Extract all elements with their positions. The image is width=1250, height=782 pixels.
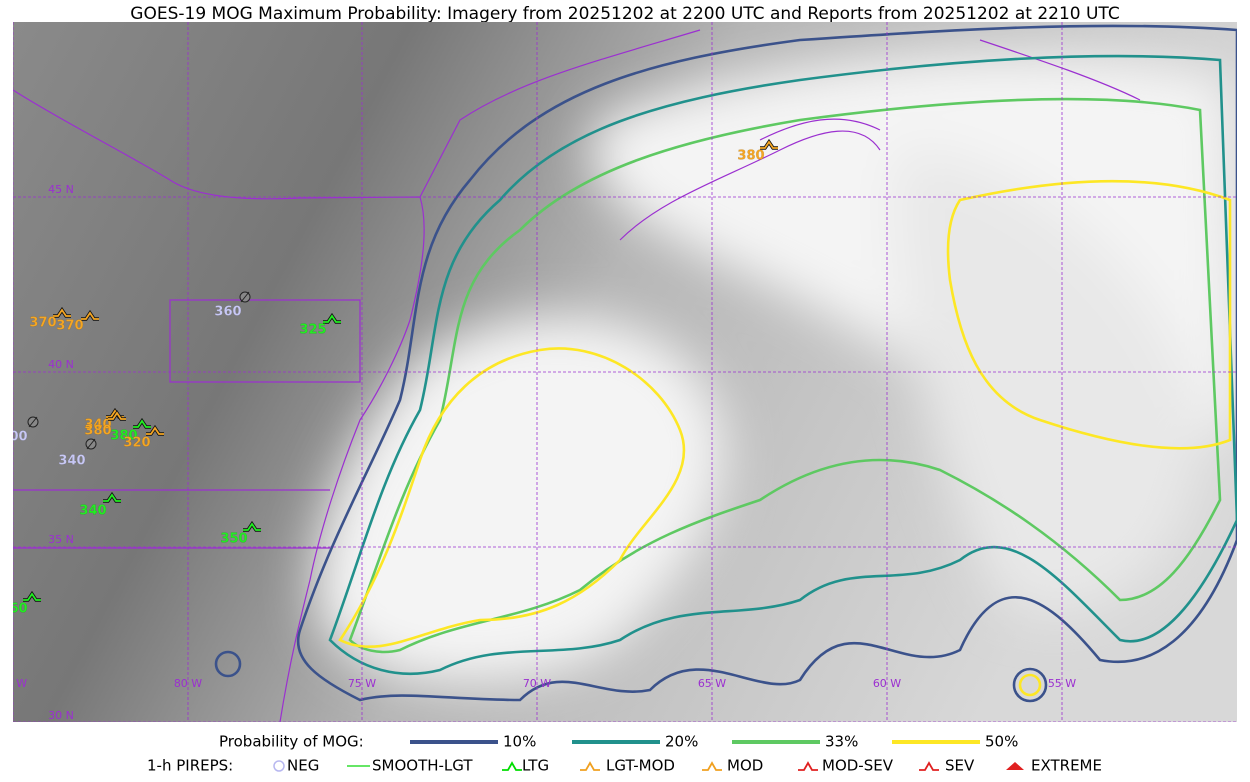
legend-label: NEG	[287, 757, 319, 775]
contours	[214, 24, 1237, 703]
legend-label: 50%	[985, 733, 1018, 751]
pirep-label: 340	[58, 454, 85, 469]
longitude-label: 65 W	[698, 677, 726, 690]
map: 85 W 80 W 75 W 70 W 65 W 60 W 55 W 45 N 40 N 35 N…	[0, 22, 1237, 722]
longitude-label: 80 W	[174, 677, 202, 690]
legend-label: SEV	[945, 757, 975, 775]
pirep-label: 340	[79, 504, 106, 519]
longitude-labels: 85 W 80 W 75 W 70 W 65 W 60 W 55 W 45 N 40 N 35 N…	[0, 183, 1076, 722]
pirep-label: 340	[84, 418, 111, 433]
pirep-icon	[760, 140, 778, 149]
pirep-label: 370	[29, 316, 56, 331]
pirep-label: 380	[110, 429, 137, 444]
pirep-label: 360	[214, 305, 241, 320]
pirep-icon	[108, 411, 126, 420]
graticule	[13, 22, 1237, 722]
legend-label: EXTREME	[1031, 757, 1102, 775]
pirep-label: 400	[0, 430, 27, 445]
coastline	[13, 89, 425, 722]
pirep-label: 380	[737, 149, 764, 164]
legend-icon	[580, 761, 600, 771]
pirep-icon	[243, 522, 261, 531]
legend-pireps-title: 1-h PIREPS:	[147, 757, 233, 775]
legend-icon	[919, 761, 939, 771]
pirep-label: 350	[220, 532, 247, 547]
legend-icon	[1006, 762, 1024, 770]
longitude-label: 55 W	[1048, 677, 1076, 690]
longitude-label: 75 W	[348, 677, 376, 690]
pirep-icon	[53, 308, 71, 317]
longitude-label: 85 W	[0, 677, 27, 690]
legend-label: MOD-SEV	[822, 757, 894, 775]
pirep-icon	[28, 416, 38, 428]
legend-label: 20%	[665, 733, 698, 751]
coastline-east	[619, 39, 1141, 241]
legend-label: LTG	[522, 757, 549, 775]
latitude-label: 30 N	[48, 709, 74, 722]
longitude-label: 70 W	[523, 677, 551, 690]
pirep-icon	[240, 291, 250, 303]
pirep-icon	[86, 438, 96, 450]
legend-probability-title: Probability of MOG:	[219, 733, 364, 751]
pirep-label: 360	[0, 602, 27, 617]
cloud-field	[316, 53, 1237, 683]
longitude-label: 60 W	[873, 677, 901, 690]
pirep-icon	[81, 311, 99, 320]
pirep-icon	[133, 419, 151, 428]
title: GOES-19 MOG Maximum Probability: Imagery…	[130, 4, 1119, 24]
legend-icon	[702, 761, 722, 771]
pirep-label: 380	[84, 424, 111, 439]
pirep-icon	[323, 314, 341, 323]
pirep-reports: 370 3703603254003403803803203403403503603…	[0, 138, 778, 617]
legend-label: MOD	[727, 757, 763, 775]
legend-icon	[798, 761, 818, 771]
pirep-icon	[103, 493, 121, 502]
borders	[13, 29, 701, 549]
latitude-label: 40 N	[48, 358, 74, 371]
pirep-icon	[146, 426, 164, 435]
latitude-label: 35 N	[48, 533, 74, 546]
legend-icon	[502, 761, 522, 771]
legend-label: 33%	[825, 733, 858, 751]
latitude-label: 45 N	[48, 183, 74, 196]
legend: Probability of MOG: 1-h PIREPS: 10% 20% 33…	[147, 733, 1102, 775]
legend-icon	[273, 760, 285, 772]
legend-label: SMOOTH-LGT	[372, 757, 473, 775]
legend-label: 10%	[503, 733, 536, 751]
pirep-label: 320	[123, 436, 150, 451]
legend-label: LGT-MOD	[606, 757, 675, 775]
pirep-icon	[23, 592, 41, 601]
pirep-label: 325	[299, 323, 326, 338]
pirep-label: 370	[56, 319, 83, 334]
